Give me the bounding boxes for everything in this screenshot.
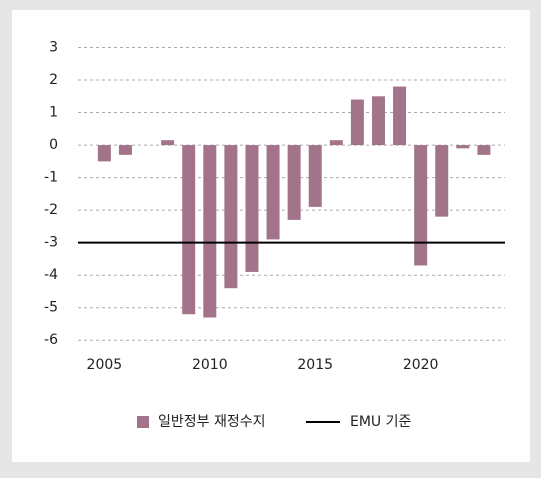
x-tick-label: 2020 — [403, 357, 439, 373]
bar — [414, 145, 428, 266]
bar — [308, 145, 322, 207]
x-tick-label: 2015 — [297, 357, 333, 373]
y-tick-label: -4 — [44, 267, 58, 283]
legend-label: EMU 기준 — [350, 414, 412, 430]
y-tick-label: -6 — [44, 332, 58, 348]
bar — [477, 145, 491, 155]
legend-label: 일반정부 재정수지 — [158, 414, 266, 430]
y-tick-label: -3 — [44, 235, 58, 251]
x-tick-label: 2010 — [192, 357, 228, 373]
bar — [350, 99, 364, 146]
y-tick-label: -1 — [44, 170, 58, 186]
bar — [203, 145, 217, 318]
bar — [329, 140, 343, 146]
bar — [224, 145, 238, 289]
y-tick-label: 3 — [49, 40, 58, 56]
bar — [435, 145, 449, 217]
bar — [118, 145, 132, 155]
x-tick-label: 2005 — [87, 357, 123, 373]
y-tick-label: 1 — [49, 105, 58, 121]
y-tick-label: -5 — [44, 300, 58, 316]
y-tick-label: -2 — [44, 202, 58, 218]
bar — [287, 145, 301, 220]
bar — [456, 145, 470, 149]
bar — [371, 96, 385, 146]
legend-swatch — [137, 416, 149, 428]
y-tick-label: 0 — [49, 137, 58, 153]
bar — [97, 145, 111, 162]
bar — [266, 145, 280, 240]
bar — [161, 140, 175, 146]
bar — [245, 145, 259, 272]
y-tick-label: 2 — [49, 72, 58, 88]
bar — [393, 86, 407, 146]
bar — [182, 145, 196, 315]
